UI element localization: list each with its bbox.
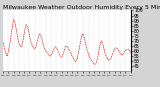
- Text: Milwaukee Weather Outdoor Humidity Every 5 Minutes (Last 24 Hours): Milwaukee Weather Outdoor Humidity Every…: [3, 5, 160, 10]
